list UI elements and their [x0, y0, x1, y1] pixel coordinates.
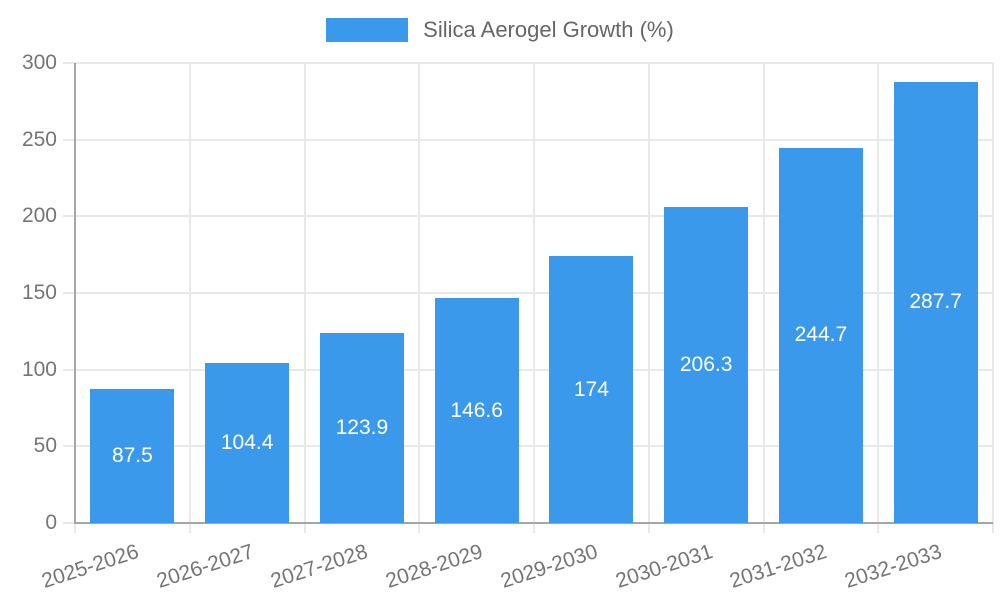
bar-2027-2028[interactable]: [319, 333, 404, 523]
x-gridline: [877, 63, 880, 533]
x-gridline: [992, 63, 994, 533]
y-axis-tick-label: 250: [21, 127, 57, 151]
x-gridline: [303, 63, 306, 533]
y-gridline: [63, 368, 993, 371]
bar-value-label: 206.3: [679, 352, 733, 376]
bar-2030-2031[interactable]: [664, 206, 749, 523]
x-axis-tick-label: 2029-2030: [497, 540, 601, 593]
y-axis-tick-label: 0: [45, 511, 57, 534]
y-axis-tick-label: 50: [33, 434, 57, 458]
x-axis-tick-label: 2028-2029: [383, 540, 486, 593]
x-axis-tick-label: 2025-2026: [38, 540, 142, 593]
legend-label: Silica Aerogel Growth (%): [423, 17, 674, 42]
x-axis-tick-label: 2026-2027: [153, 540, 257, 593]
legend-color-swatch: [326, 18, 409, 42]
bar-value-label: 104.4: [220, 430, 274, 454]
y-gridline: [63, 138, 993, 141]
y-gridline: [63, 445, 993, 448]
x-gridline: [533, 63, 535, 533]
x-gridline: [647, 63, 650, 533]
x-axis-tick-label: 2030-2031: [612, 540, 716, 593]
y-axis-tick-label: 150: [21, 281, 57, 304]
y-gridline: [63, 215, 993, 218]
bar-2025-2026[interactable]: [90, 388, 175, 523]
chart-legend: Silica Aerogel Growth (%): [0, 17, 1000, 43]
y-gridline: [63, 292, 993, 294]
legend-item-silica-aerogel-growth[interactable]: Silica Aerogel Growth (%): [326, 17, 674, 43]
y-axis-tick-label: 200: [21, 204, 57, 228]
bar-2028-2029[interactable]: [434, 298, 519, 523]
bar-2029-2030[interactable]: [549, 256, 634, 523]
bar-value-label: 244.7: [794, 323, 848, 347]
x-axis-tick-label: 2027-2028: [268, 540, 371, 593]
x-gridline: [762, 63, 765, 533]
bar-value-label: 287.7: [909, 290, 962, 314]
x-axis-tick-label: 2031-2032: [727, 540, 830, 593]
x-axis-tick-label: 2032-2033: [842, 540, 945, 593]
bar-2032-2033[interactable]: [893, 81, 978, 523]
y-axis-line: [74, 63, 76, 523]
y-axis-tick-label: 300: [21, 51, 57, 74]
bar-value-label: 146.6: [450, 398, 503, 422]
bar-value-label: 87.5: [111, 443, 153, 467]
x-gridline: [418, 63, 421, 533]
bar-value-label: 174: [573, 377, 609, 401]
x-axis-line: [74, 522, 993, 524]
x-gridline: [188, 63, 191, 533]
bar-value-label: 123.9: [335, 416, 389, 439]
y-axis-tick-label: 100: [21, 357, 57, 381]
bar-2026-2027[interactable]: [205, 362, 290, 523]
bar-2031-2032[interactable]: [778, 147, 863, 523]
y-gridline: [63, 62, 993, 64]
